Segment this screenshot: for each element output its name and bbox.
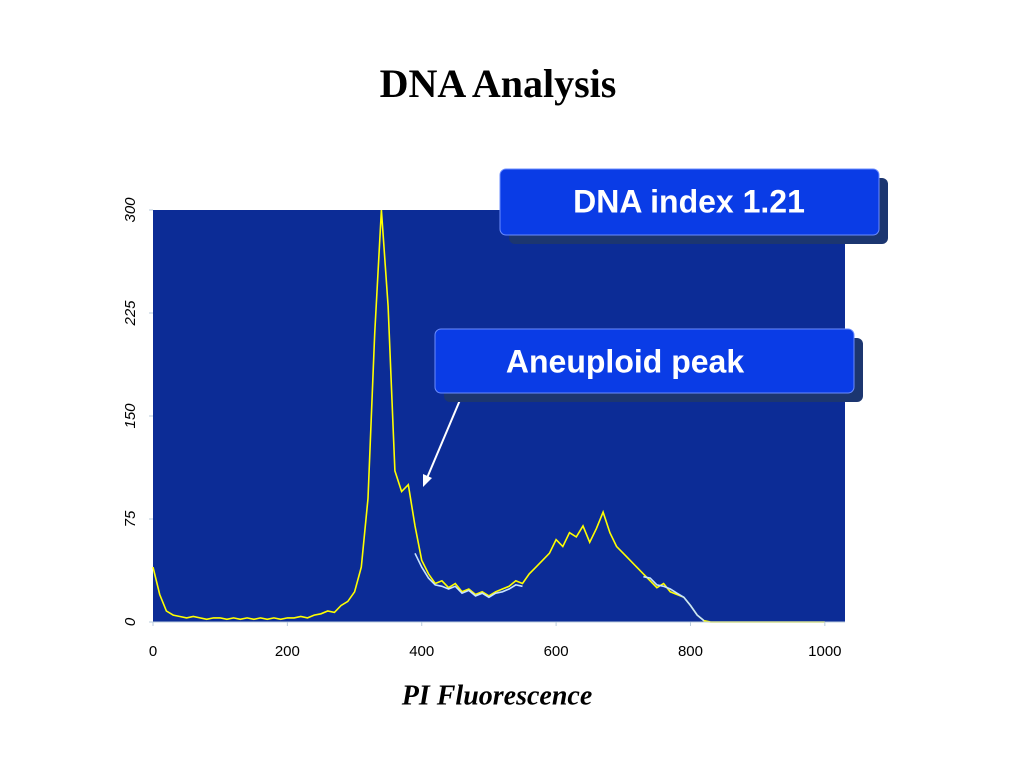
annotation: Aneuploid peak: [506, 343, 744, 379]
y-tick-label: 0: [122, 617, 139, 626]
y-tick-label: 75: [122, 510, 139, 527]
annotation-box: [499, 168, 880, 236]
annotation-box: [434, 328, 855, 394]
x-tick-label: 400: [409, 643, 434, 660]
plot-area: [153, 210, 845, 622]
y-tick-label: 150: [122, 403, 139, 429]
annotation: DNA index 1.21: [573, 183, 805, 219]
chart-title: DNA Analysis: [380, 61, 617, 106]
x-axis-label: PI Fluorescence: [401, 680, 593, 711]
histogram-line: [414, 552, 705, 622]
x-tick-label: 800: [678, 643, 703, 660]
y-tick-label: 300: [122, 197, 139, 223]
y-tick-label: 225: [122, 300, 139, 327]
arrow: [426, 399, 461, 479]
x-tick-label: 1000: [808, 643, 841, 660]
x-tick-label: 0: [149, 643, 157, 660]
x-tick-label: 200: [275, 643, 300, 660]
arrowhead: [423, 474, 432, 487]
x-tick-label: 600: [544, 643, 569, 660]
